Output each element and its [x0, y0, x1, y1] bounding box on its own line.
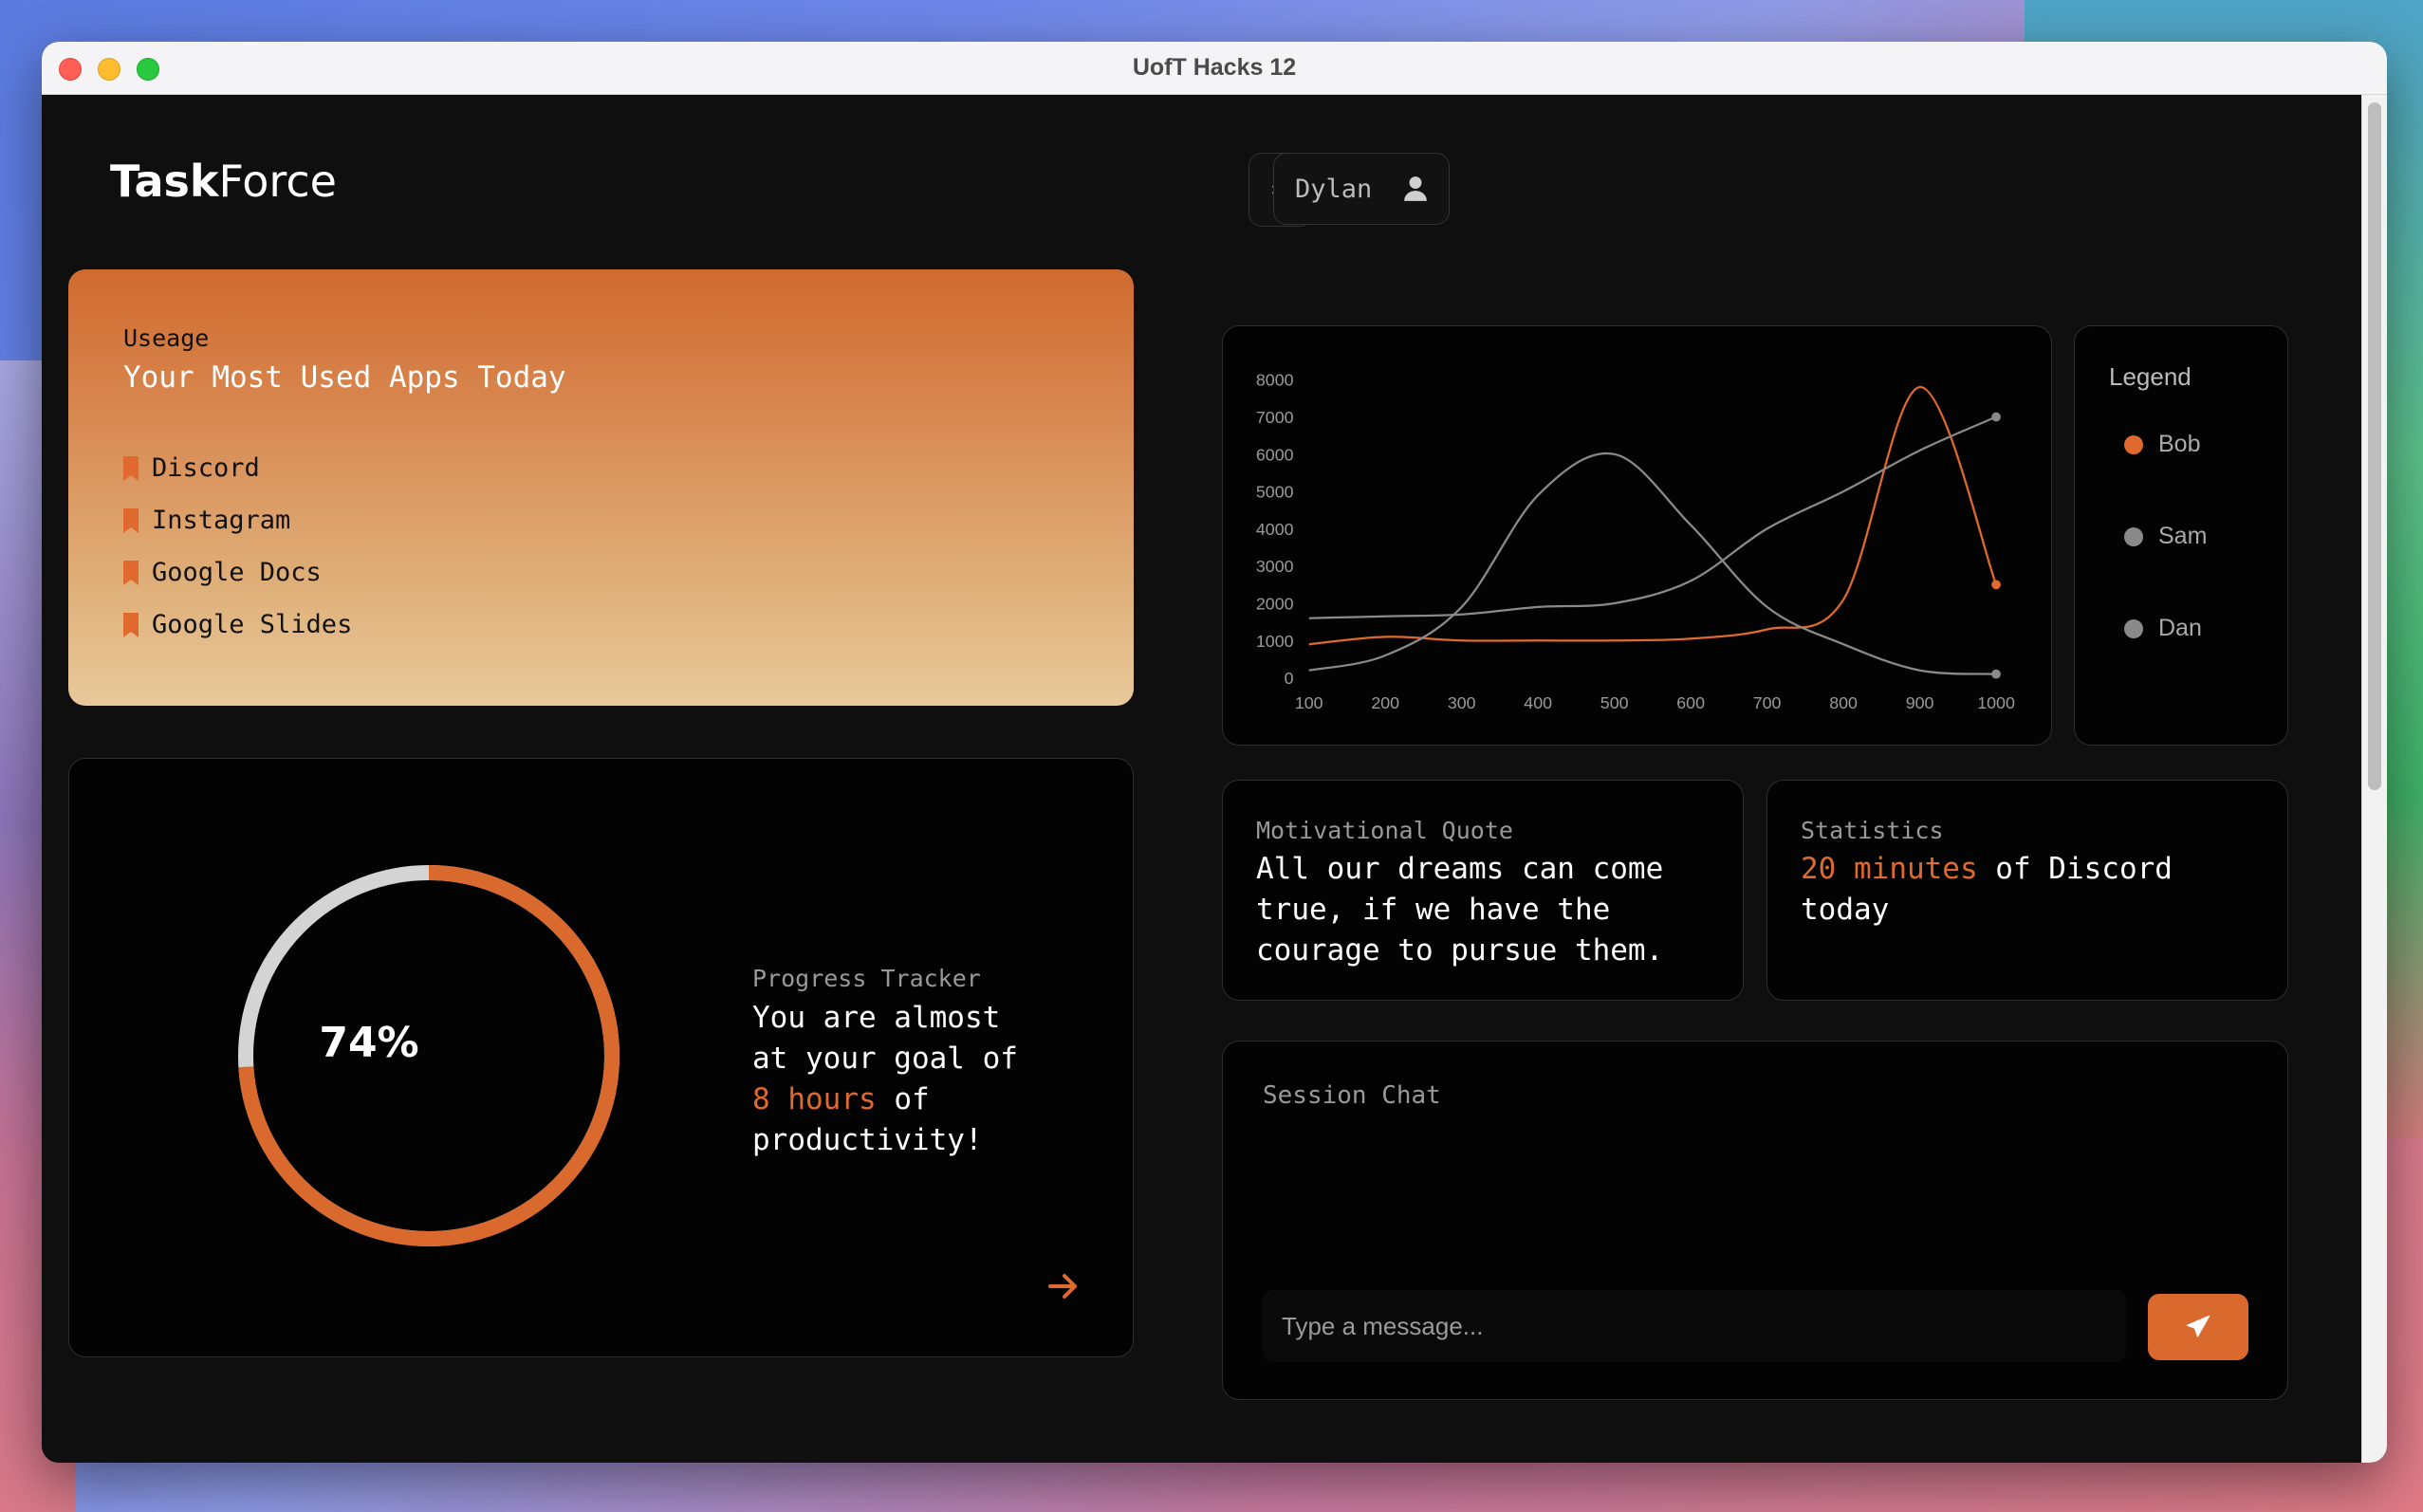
legend-card: Legend Bob Sam Dan [2074, 325, 2288, 746]
x-tick-label: 100 [1295, 693, 1323, 712]
x-tick-label: 500 [1600, 693, 1629, 712]
x-tick-label: 1000 [1977, 693, 2015, 712]
bookmark-icon [123, 612, 139, 637]
statistics-highlight: 20 minutes [1801, 852, 1978, 886]
user-menu-button[interactable]: Dylan [1273, 153, 1450, 225]
x-tick-label: 600 [1676, 693, 1705, 712]
quote-card: Motivational Quote All our dreams can co… [1222, 780, 1744, 1001]
series-line-dan [1308, 452, 1997, 675]
logo-regular: Force [218, 156, 337, 207]
legend-item-bob[interactable]: Bob [2124, 431, 2200, 458]
logo-bold: Task [110, 156, 219, 207]
user-name: Dylan [1295, 174, 1373, 204]
app-name: Instagram [152, 506, 291, 535]
list-item[interactable]: Google Slides [123, 599, 352, 651]
progress-subtitle: Progress Tracker [752, 965, 981, 992]
y-tick-label: 3000 [1256, 557, 1294, 576]
y-tick-label: 8000 [1256, 371, 1294, 390]
window-controls [59, 58, 159, 81]
progress-ring [238, 865, 620, 1246]
title-bar: UofT Hacks 12 [42, 42, 2387, 95]
page-content: TaskForce Dylan Useage Your Most Used Ap… [42, 95, 2362, 1463]
legend-dot [2124, 434, 2143, 454]
bookmark-icon [123, 560, 139, 585]
statistics-text: 20 minutes of Discord today [1801, 849, 2237, 931]
quote-subtitle: Motivational Quote [1256, 817, 1513, 844]
app-name: Google Docs [152, 558, 322, 587]
series-line-bob [1308, 385, 1998, 646]
progress-text-after: of productivity! [752, 1082, 983, 1157]
close-window-button[interactable] [59, 58, 82, 81]
legend-label: Dan [2158, 615, 2202, 641]
user-icon [1404, 176, 1427, 201]
progress-next-button[interactable] [1045, 1267, 1082, 1305]
series-end-point-dan [1991, 669, 2001, 679]
x-tick-label: 800 [1829, 693, 1858, 712]
series-end-point-sam [1991, 412, 2001, 422]
x-tick-label: 200 [1371, 693, 1399, 712]
progress-ring-fill [238, 865, 620, 1246]
app-name: Google Slides [152, 610, 353, 639]
send-icon [2186, 1315, 2210, 1337]
legend-title: Legend [2109, 362, 2192, 391]
list-item[interactable]: Google Docs [123, 546, 352, 599]
maximize-window-button[interactable] [137, 58, 159, 81]
series-end-point-bob [1991, 580, 2001, 590]
legend-label: Bob [2158, 431, 2201, 457]
scrollbar-thumb[interactable] [2368, 102, 2381, 790]
arrow-right-icon [1048, 1274, 1077, 1299]
send-button[interactable] [2148, 1294, 2248, 1360]
y-tick-label: 7000 [1256, 408, 1294, 427]
statistics-rest: of Discord today [1801, 852, 2173, 927]
y-tick-label: 6000 [1256, 445, 1294, 464]
progress-percent: 74% [319, 1019, 419, 1067]
progress-highlight: 8 hours [752, 1082, 877, 1116]
usage-subtitle: Useage [123, 324, 210, 352]
legend-item-sam[interactable]: Sam [2124, 523, 2207, 550]
series-line-sam [1308, 415, 1997, 619]
x-tick-label: 700 [1753, 693, 1782, 712]
y-tick-label: 0 [1285, 669, 1294, 688]
legend-dot [2124, 618, 2143, 638]
y-tick-label: 4000 [1256, 520, 1294, 539]
app-list: Discord Instagram Google Docs Google Sli… [123, 442, 352, 651]
statistics-card: Statistics 20 minutes of Discord today [1766, 780, 2288, 1001]
usage-title: Your Most Used Apps Today [123, 360, 566, 395]
session-chat-card: Session Chat [1222, 1041, 2288, 1400]
legend-dot [2124, 526, 2143, 546]
statistics-subtitle: Statistics [1801, 817, 1944, 844]
quote-text: All our dreams can come true, if we have… [1256, 852, 1664, 968]
chart-card: 0 1000 2000 3000 4000 5000 6000 7000 8000 100 200 3… [1222, 325, 2052, 746]
minimize-window-button[interactable] [98, 58, 120, 81]
vertical-scrollbar[interactable] [2361, 95, 2387, 1463]
list-item[interactable]: Discord [123, 442, 352, 494]
x-tick-label: 400 [1524, 693, 1552, 712]
progress-message: You are almost at your goal of 8 hours o… [752, 998, 1037, 1161]
window-title: UofT Hacks 12 [1132, 54, 1297, 81]
message-input[interactable] [1263, 1290, 2126, 1362]
bookmark-icon [123, 455, 139, 481]
list-item[interactable]: Instagram [123, 494, 352, 546]
bookmark-icon [123, 507, 139, 533]
x-tick-label: 900 [1906, 693, 1934, 712]
app-name: Discord [152, 453, 260, 483]
progress-text-before: You are almost at your goal of [752, 1001, 1018, 1076]
app-logo: TaskForce [110, 156, 337, 207]
y-tick-label: 1000 [1256, 632, 1294, 651]
line-chart: 0 1000 2000 3000 4000 5000 6000 7000 8000 100 200 3… [1256, 371, 2015, 712]
progress-card: 74% Progress Tracker You are almost at y… [68, 758, 1134, 1357]
legend-item-dan[interactable]: Dan [2124, 615, 2202, 642]
x-tick-label: 300 [1448, 693, 1476, 712]
y-tick-label: 2000 [1256, 594, 1294, 613]
app-window: UofT Hacks 12 TaskForce Dylan Useage You… [42, 42, 2387, 1463]
y-tick-label: 5000 [1256, 483, 1294, 502]
usage-card: Useage Your Most Used Apps Today Discord… [68, 269, 1134, 706]
chat-title: Session Chat [1263, 1081, 1441, 1110]
legend-label: Sam [2158, 523, 2208, 549]
